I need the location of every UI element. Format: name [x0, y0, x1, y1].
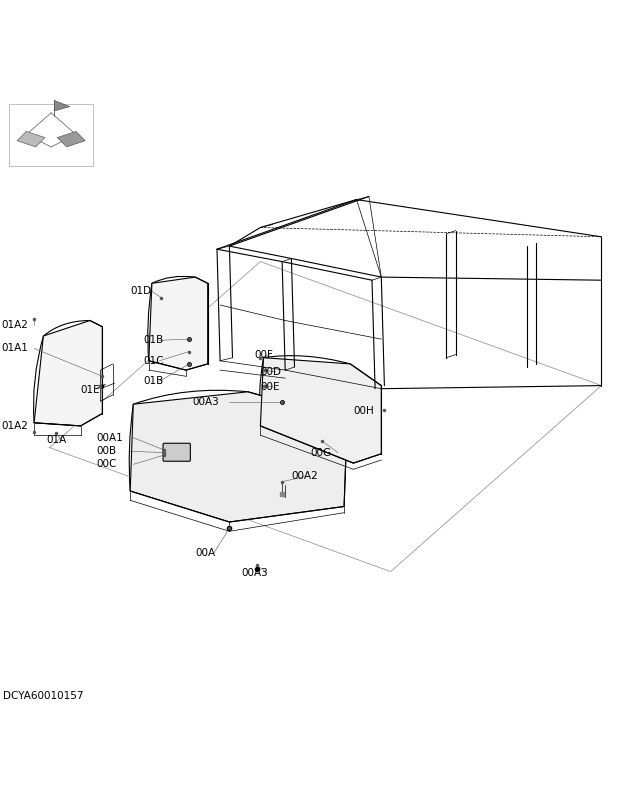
Text: 00D: 00D: [260, 367, 281, 377]
Text: 01A: 01A: [46, 435, 67, 445]
Text: 00A2: 00A2: [291, 471, 318, 481]
Polygon shape: [17, 131, 45, 147]
Text: 01A1: 01A1: [1, 343, 28, 353]
Text: 01A2: 01A2: [1, 421, 28, 431]
Text: 01C: 01C: [144, 356, 164, 366]
Text: 00A: 00A: [195, 548, 215, 558]
Text: 01E: 01E: [81, 385, 100, 395]
Polygon shape: [260, 357, 381, 463]
Polygon shape: [55, 100, 69, 111]
Text: 00A1: 00A1: [96, 433, 123, 443]
Text: 00A3: 00A3: [242, 568, 268, 578]
Text: 00C: 00C: [96, 459, 117, 470]
Text: 00E: 00E: [260, 382, 280, 392]
Text: 00F: 00F: [254, 349, 273, 360]
Text: 01B: 01B: [144, 377, 164, 386]
Text: 01A2: 01A2: [1, 320, 28, 330]
Polygon shape: [34, 321, 102, 426]
Text: DCYA60010157: DCYA60010157: [3, 691, 84, 700]
Text: 00H: 00H: [353, 406, 374, 416]
Polygon shape: [149, 277, 208, 370]
Text: 00B: 00B: [96, 447, 116, 456]
Text: 01D: 01D: [130, 287, 151, 296]
Polygon shape: [57, 131, 86, 147]
Text: 00A3: 00A3: [192, 397, 219, 408]
Polygon shape: [130, 392, 347, 522]
FancyBboxPatch shape: [163, 443, 190, 461]
Text: 00G: 00G: [310, 447, 331, 458]
Text: 01B: 01B: [144, 335, 164, 345]
